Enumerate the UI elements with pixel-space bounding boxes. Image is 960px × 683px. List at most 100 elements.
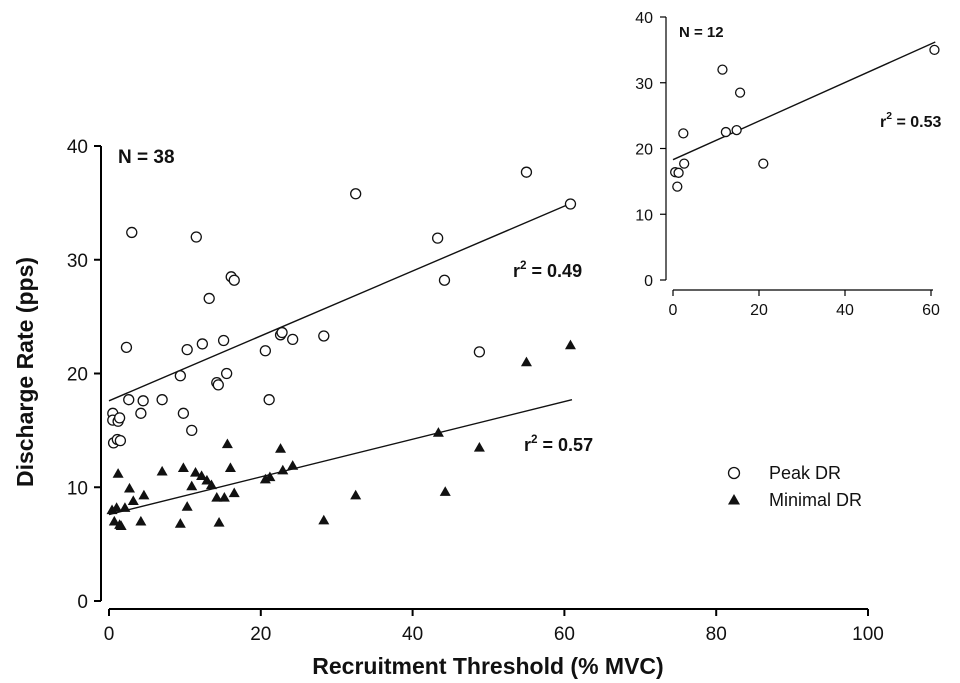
minimal-dr-point bbox=[156, 465, 168, 476]
minimal-dr-point bbox=[196, 470, 208, 480]
minimal-dr-point bbox=[181, 501, 193, 511]
minimal-dr-point bbox=[564, 339, 576, 350]
main-x-tick-label: 100 bbox=[852, 624, 884, 645]
peak-dr-point bbox=[473, 346, 486, 358]
minimal-dr-point bbox=[287, 460, 299, 470]
legend-peak-dr-label: Peak DR bbox=[769, 463, 841, 483]
minimal-dr-point bbox=[520, 356, 532, 367]
minimal-dr-point bbox=[277, 464, 289, 475]
peak-dr-point bbox=[287, 333, 299, 346]
inset-point bbox=[673, 167, 684, 178]
minimal-dr-point bbox=[108, 515, 120, 526]
minimal-dr-point bbox=[201, 474, 213, 485]
inset-point bbox=[731, 124, 742, 136]
main-n-annotation: N = 38 bbox=[118, 147, 175, 168]
minimal-dr-point bbox=[174, 518, 186, 528]
peak-dr-point bbox=[186, 424, 198, 437]
peak-dr-point bbox=[318, 330, 330, 342]
inset-point bbox=[679, 158, 690, 169]
peak-dr-point bbox=[220, 367, 233, 380]
minimal-dr-point bbox=[177, 462, 189, 473]
peak-dr-point bbox=[228, 274, 240, 286]
peak-dr-point bbox=[137, 395, 149, 407]
minimal-dr-point bbox=[224, 462, 236, 473]
inset-y-tick-label: 40 bbox=[635, 10, 653, 27]
minimal-dr-point bbox=[123, 482, 135, 493]
inset-x-tick-label: 60 bbox=[922, 302, 940, 319]
peak-dr-point bbox=[259, 345, 272, 357]
minimal-dr-point bbox=[186, 480, 198, 491]
minimal-dr-r2-label: r2 = 0.57 bbox=[524, 433, 593, 455]
inset-y-tick-label: 30 bbox=[635, 76, 653, 93]
peak-dr-point bbox=[350, 188, 362, 200]
inset-chart: 0 10 20 30 40 0 20 40 60 N = 12 bbox=[635, 10, 940, 319]
inset-point bbox=[720, 126, 732, 138]
minimal-dr-point bbox=[432, 427, 444, 437]
inset-point bbox=[758, 158, 769, 169]
peak-dr-point bbox=[156, 394, 168, 406]
peak-dr-fit-line bbox=[108, 202, 573, 402]
inset-x-tick-label: 20 bbox=[750, 302, 768, 319]
minimal-dr-point bbox=[111, 502, 123, 512]
main-y-axis-label: Discharge Rate (pps) bbox=[12, 257, 38, 487]
legend: Peak DR Minimal DR bbox=[727, 463, 862, 510]
inset-n-annotation: N = 12 bbox=[679, 24, 724, 41]
legend-minimal-dr-label: Minimal DR bbox=[769, 490, 862, 510]
minimal-dr-point bbox=[119, 502, 131, 512]
minimal-dr-point bbox=[350, 489, 362, 500]
main-y-tick-label: 30 bbox=[67, 251, 88, 272]
peak-dr-point bbox=[174, 370, 186, 382]
minimal-dr-point bbox=[264, 471, 276, 482]
inset-fit-line bbox=[672, 41, 936, 161]
minimal-dr-point bbox=[211, 491, 223, 502]
minimal-dr-point bbox=[318, 514, 330, 525]
peak-dr-point bbox=[114, 434, 127, 447]
minimal-dr-point bbox=[213, 517, 225, 527]
peak-dr-point bbox=[126, 226, 138, 239]
inset-y-tick-label: 0 bbox=[644, 273, 653, 290]
peak-dr-point bbox=[196, 338, 209, 350]
inset-x-tick-label: 40 bbox=[836, 302, 854, 319]
main-x-tick-label: 0 bbox=[104, 624, 115, 645]
peak-dr-point bbox=[177, 407, 190, 419]
inset-y-tick-label: 10 bbox=[635, 207, 653, 224]
inset-point bbox=[678, 128, 689, 139]
minimal-dr-point bbox=[205, 479, 217, 490]
inset-x-tick-label: 0 bbox=[669, 302, 678, 319]
main-y-tick-label: 20 bbox=[67, 365, 88, 386]
minimal-dr-point bbox=[190, 466, 202, 477]
peak-dr-point bbox=[520, 166, 533, 178]
peak-dr-point bbox=[438, 274, 451, 286]
minimal-dr-point bbox=[115, 520, 127, 531]
inset-point bbox=[929, 44, 940, 56]
minimal-dr-point bbox=[135, 515, 147, 526]
inset-point bbox=[717, 64, 728, 75]
peak-dr-point bbox=[113, 412, 126, 424]
main-x-axis-label: Recruitment Threshold (% MVC) bbox=[312, 653, 663, 679]
inset-point bbox=[734, 87, 746, 98]
peak-dr-point bbox=[217, 334, 230, 347]
main-x-tick-label: 20 bbox=[250, 624, 271, 645]
minimal-dr-point bbox=[221, 438, 233, 449]
main-x-tick-label: 80 bbox=[706, 624, 727, 645]
inset-r2-label: r2 = 0.53 bbox=[880, 111, 941, 131]
legend-peak-dr-marker bbox=[727, 466, 741, 480]
main-y-tick-label: 10 bbox=[67, 478, 88, 499]
peak-dr-point bbox=[190, 231, 202, 243]
peak-dr-point bbox=[263, 394, 275, 406]
minimal-dr-point bbox=[228, 487, 240, 498]
legend-minimal-dr-marker bbox=[728, 494, 740, 505]
peak-dr-point bbox=[564, 198, 577, 210]
main-x-tick-label: 60 bbox=[554, 624, 575, 645]
main-x-tick-label: 40 bbox=[402, 624, 423, 645]
peak-dr-point bbox=[181, 343, 193, 356]
minimal-dr-fit-line bbox=[108, 398, 573, 516]
peak-dr-r2-label: r2 = 0.49 bbox=[513, 259, 582, 281]
minimal-dr-point bbox=[112, 468, 124, 478]
peak-dr-point bbox=[203, 292, 215, 305]
minimal-dr-point bbox=[138, 489, 150, 500]
peak-dr-point bbox=[431, 232, 444, 244]
peak-dr-point bbox=[212, 379, 224, 391]
